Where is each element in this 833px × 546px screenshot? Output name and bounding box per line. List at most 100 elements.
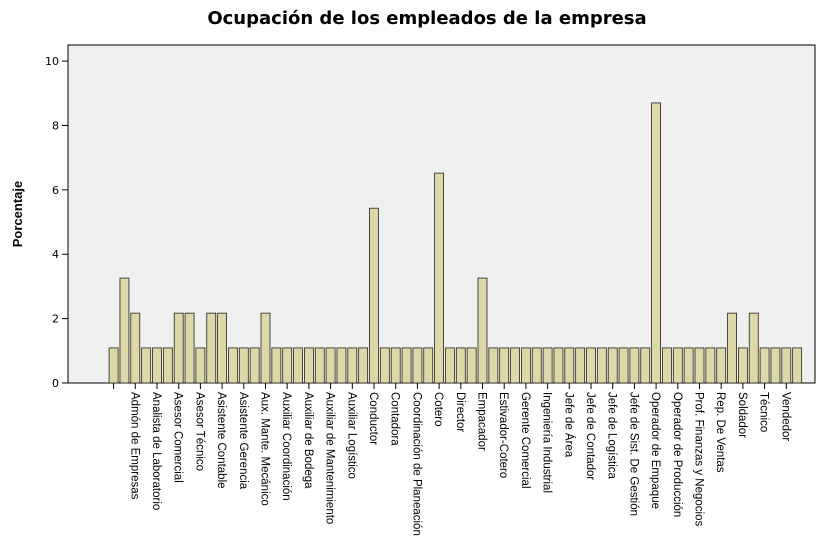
bar — [173, 312, 184, 384]
bar — [531, 347, 542, 384]
bar — [347, 347, 358, 384]
bar — [607, 347, 618, 384]
x-tick-label: Coordinación de Planeación — [410, 392, 422, 536]
bar — [683, 347, 694, 384]
bar — [792, 347, 803, 384]
x-tick-label: Conductor — [367, 392, 379, 445]
bar — [401, 347, 412, 384]
bar — [781, 347, 792, 384]
x-tick-label: Jefe de Área — [562, 392, 575, 458]
x-tick-label: Vendedor — [779, 392, 791, 441]
bar — [466, 347, 477, 384]
x-tick-label: Admón de Empresas — [128, 392, 140, 500]
y-tick-label: 2 — [52, 313, 59, 326]
bar — [575, 347, 586, 384]
bar — [705, 347, 716, 384]
x-tick-label: Jefe de Logística — [606, 392, 618, 480]
bar — [369, 207, 379, 384]
bar — [488, 347, 499, 384]
bar — [434, 172, 445, 384]
bar — [694, 347, 705, 384]
bar — [445, 347, 455, 384]
bar — [195, 347, 206, 384]
x-tick-label: Soldador — [736, 392, 748, 438]
bar — [748, 312, 759, 384]
bar — [260, 312, 271, 384]
bar — [325, 347, 336, 384]
x-tick-label: Auxiliar Coordinación — [280, 392, 292, 501]
bar — [152, 347, 162, 384]
x-tick-label: Operador de Empaque — [649, 392, 661, 509]
bar — [510, 347, 520, 384]
bar — [662, 347, 672, 384]
bar — [217, 312, 228, 384]
bar — [412, 347, 423, 384]
chart-title: Ocupación de los empleados de la empresa — [207, 8, 646, 29]
bar — [586, 347, 596, 384]
bar — [130, 312, 141, 384]
bar — [293, 347, 303, 384]
y-axis-label: Porcentaje — [10, 181, 25, 247]
x-tick-label: Analista de Laboratorio — [150, 392, 162, 510]
bar — [162, 347, 173, 384]
x-tick-label: Director — [454, 392, 466, 432]
bar — [564, 347, 575, 384]
bar — [141, 347, 152, 384]
bar — [553, 347, 564, 384]
bar — [759, 347, 770, 384]
bar — [542, 347, 553, 384]
bar — [618, 347, 629, 384]
bar — [184, 312, 195, 384]
x-tick-label: Gerente Comercial — [519, 392, 531, 489]
x-tick-label: Asistente Contable — [215, 392, 227, 489]
bar — [629, 347, 640, 384]
y-tick-label: 10 — [45, 55, 59, 68]
bar — [271, 347, 282, 384]
x-tick-label: Jefe de Sist. De Gestión — [627, 392, 639, 516]
bar — [238, 347, 249, 384]
bar — [770, 347, 781, 384]
bar — [651, 102, 661, 384]
x-tick-label: Asesor Comercial — [172, 392, 184, 483]
x-tick-label: Asistente Gerencia — [237, 392, 249, 490]
bar — [521, 347, 531, 384]
bar — [336, 347, 347, 384]
bar — [738, 347, 748, 384]
bar — [596, 347, 607, 384]
bar — [390, 347, 401, 384]
bar — [477, 277, 488, 384]
x-tick-label: Estivador-Cotero — [497, 392, 509, 478]
x-tick-label: Técnico — [758, 392, 770, 432]
bar — [423, 347, 434, 384]
bar — [282, 347, 293, 384]
bar — [640, 347, 651, 384]
bar — [455, 347, 466, 384]
x-tick-label: Auxiliar de Bodega — [302, 392, 314, 489]
x-tick-label: Contadora — [389, 392, 401, 446]
bar — [716, 347, 727, 384]
y-tick-label: 8 — [52, 119, 59, 132]
bar — [379, 347, 390, 384]
bar — [228, 347, 238, 384]
bar — [303, 347, 314, 384]
x-tick-label: Prof. Finanzas y Negocios — [693, 392, 705, 526]
y-tick-label: 0 — [52, 377, 59, 390]
bar — [249, 347, 260, 384]
bar — [314, 347, 325, 384]
y-tick-label: 6 — [52, 184, 59, 197]
x-tick-label: Empacador — [476, 392, 488, 451]
bar — [119, 277, 130, 384]
bar — [499, 347, 510, 384]
x-tick-label: Auxiliar de Mantenimiento — [324, 392, 336, 524]
y-tick-label: 4 — [52, 248, 59, 261]
x-tick-label: Rep. De Ventas — [714, 392, 726, 473]
bar — [672, 347, 683, 384]
bar — [727, 312, 737, 384]
x-tick-label: Jefe de Contador — [584, 392, 596, 480]
x-tick-label: Aux. Mante. Mecánico — [259, 392, 271, 506]
x-tick-label: Operador de Producción — [671, 392, 683, 517]
bar — [108, 347, 119, 384]
bar — [206, 312, 217, 384]
bar — [358, 347, 369, 384]
